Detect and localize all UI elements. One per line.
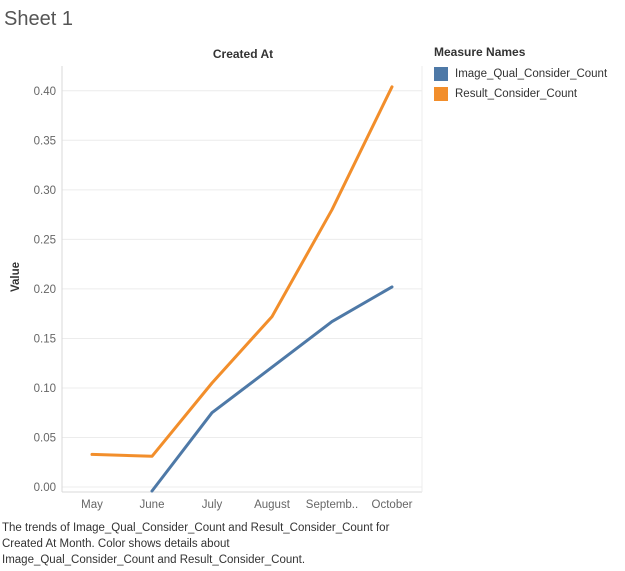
y-tick-label: 0.30: [34, 185, 56, 197]
y-tick-label: 0.05: [34, 433, 56, 445]
gridlines: [62, 90, 422, 488]
y-tick-label: 0.25: [34, 234, 56, 246]
caption-line-2: Created At Month. Color shows details ab…: [2, 538, 230, 550]
y-axis-label: Value: [10, 262, 22, 292]
y-tick-label: 0.35: [34, 135, 56, 147]
legend-item[interactable]: Image_Qual_Consider_Count: [434, 64, 607, 84]
y-tick-label: 0.10: [34, 383, 56, 395]
series-lines: [90, 85, 394, 493]
sheet-title: Sheet 1: [4, 8, 73, 30]
series-line-2: [90, 85, 394, 458]
axes: 0.00 0.05 0.10 0.15 0.20 0.25 0.30 0.35 0.40 May J…: [34, 66, 423, 511]
y-tick-label: 0.00: [34, 482, 56, 494]
chart-title: Created At: [213, 47, 273, 61]
x-tick-label: Septemb..: [306, 499, 358, 511]
x-tick-label: May: [81, 499, 103, 511]
caption-line-3: Image_Qual_Consider_Count and Result_Con…: [2, 554, 306, 566]
chart-caption: The trends of Image_Qual_Consider_Count …: [2, 520, 432, 568]
x-tick-label: August: [254, 499, 291, 511]
caption-line-1: The trends of Image_Qual_Consider_Count …: [2, 522, 390, 534]
x-tick-label: June: [140, 499, 165, 511]
line-chart: 0.00 0.05 0.10 0.15 0.20 0.25 0.30 0.35 0.40 May J…: [10, 47, 423, 511]
legend-title: Measure Names: [434, 45, 526, 59]
legend-items: Image_Qual_Consider_Count Result_Consider…: [434, 64, 607, 104]
series-line-1: [150, 285, 394, 493]
legend-swatch: [434, 87, 448, 101]
legend-item[interactable]: Result_Consider_Count: [434, 84, 607, 104]
legend-label: Result_Consider_Count: [455, 88, 578, 100]
y-tick-label: 0.40: [34, 86, 56, 98]
y-tick-label: 0.20: [34, 284, 56, 296]
legend: Measure Names Image_Qual_Consider_Count R…: [434, 45, 607, 104]
x-tick-label: October: [372, 499, 413, 511]
y-tick-label: 0.15: [34, 333, 56, 345]
legend-label: Image_Qual_Consider_Count: [455, 68, 608, 80]
legend-swatch: [434, 67, 448, 81]
x-tick-label: July: [202, 499, 223, 511]
